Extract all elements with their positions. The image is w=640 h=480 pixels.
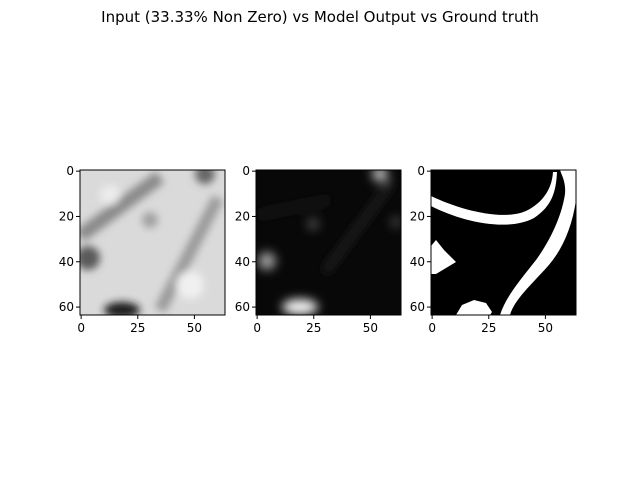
ground-truth-y-tick-label: 60: [410, 300, 425, 314]
input-y-tick-label: 0: [66, 164, 74, 178]
input-y-tick-label: 20: [59, 209, 74, 223]
output-y-tick-label: 40: [235, 255, 250, 269]
input-x-tick-label: 0: [77, 321, 85, 335]
ground-truth-x-tick-label: 0: [428, 321, 436, 335]
output-x-tick-label: 0: [253, 321, 261, 335]
output-x-tick-label: 50: [363, 321, 378, 335]
output-y-tick-label: 20: [235, 209, 250, 223]
ground-truth-y-tick-label: 0: [417, 164, 425, 178]
ground-truth-x-tick-label: 50: [538, 321, 553, 335]
output-y-tick-label: 0: [242, 164, 250, 178]
heatmap-ground-truth-image: [431, 170, 576, 315]
ground-truth-x-tick-label: 25: [481, 321, 496, 335]
input-x-tick-label: 50: [187, 321, 202, 335]
heatmap-input-image: [80, 170, 225, 315]
heatmap-output-image: [256, 170, 401, 315]
panel-ground-truth: [430, 169, 577, 316]
input-x-tick-label: 25: [130, 321, 145, 335]
ground-truth-y-tick-label: 20: [410, 209, 425, 223]
panel-input: [79, 169, 226, 316]
input-y-tick-label: 60: [59, 300, 74, 314]
input-y-tick-label: 40: [59, 255, 74, 269]
output-x-tick-label: 25: [306, 321, 321, 335]
panel-model-output: [255, 169, 402, 316]
ground-truth-y-tick-label: 40: [410, 255, 425, 269]
output-y-tick-label: 60: [235, 300, 250, 314]
figure-title: Input (33.33% Non Zero) vs Model Output …: [101, 8, 539, 26]
